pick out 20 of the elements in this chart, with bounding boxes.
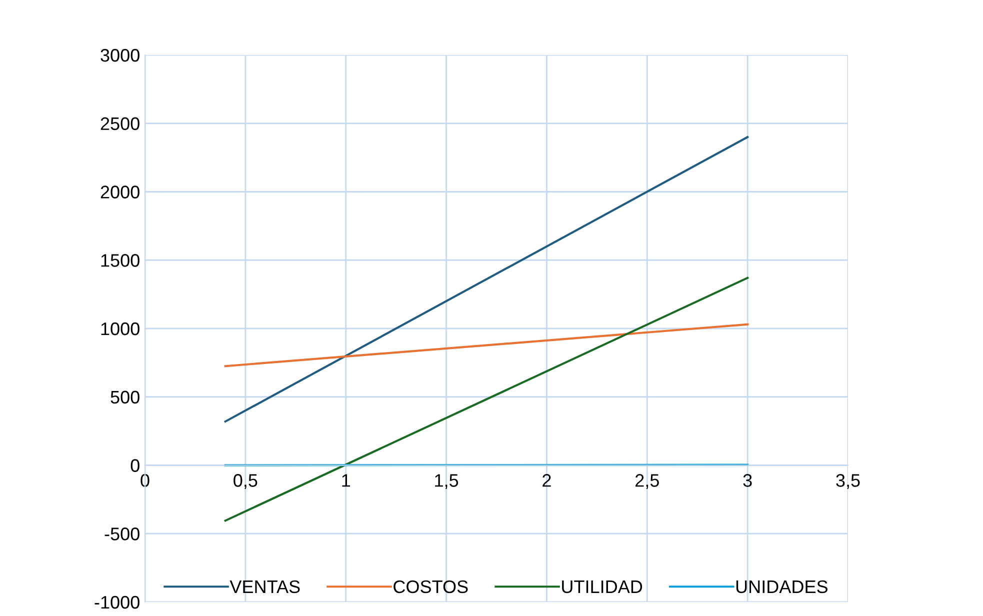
x-tick-label: 0,5 — [234, 474, 258, 489]
x-tick-label: 3,5 — [836, 474, 860, 489]
x-tick-label: 1,5 — [435, 474, 458, 489]
x-tick-label: 3 — [743, 474, 752, 487]
y-tick-label: 500 — [110, 390, 140, 404]
x-tick-label: 1 — [342, 474, 350, 487]
y-tick-label: 2500 — [100, 117, 140, 130]
legend-label: COSTOS — [394, 580, 468, 594]
x-tick-label: 2,5 — [636, 474, 659, 489]
y-tick-label: -1000 — [94, 596, 140, 609]
legend-label: VENTAS — [230, 580, 300, 594]
legend-label: UNIDADES — [736, 580, 828, 594]
y-tick-label: 0 — [130, 459, 140, 472]
legend-label: UTILIDAD — [562, 580, 642, 594]
y-tick-label: 2000 — [100, 186, 140, 198]
y-tick-label: 1500 — [101, 254, 140, 267]
y-tick-label: 1000 — [101, 322, 140, 336]
y-tick-label: 3000 — [100, 48, 140, 62]
x-tick-label: 2 — [542, 474, 551, 487]
y-tick-label: -500 — [104, 528, 140, 540]
